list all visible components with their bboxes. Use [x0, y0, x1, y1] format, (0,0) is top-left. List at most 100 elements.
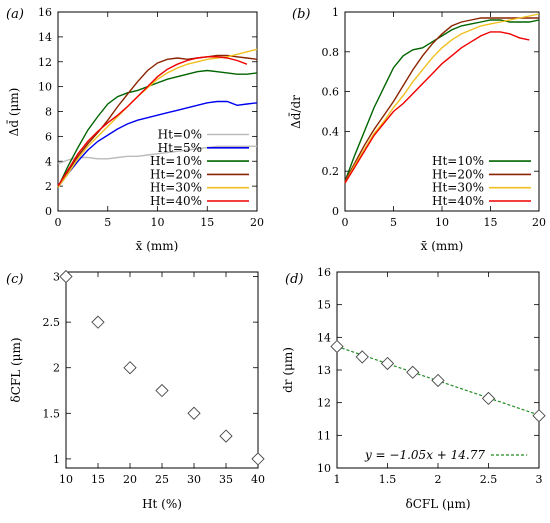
y-tick-label: 0 — [45, 205, 52, 218]
y-tick-label: 14 — [38, 31, 52, 44]
x-tick-label: 2 — [435, 473, 442, 486]
x-tick-label: 2.5 — [480, 473, 498, 486]
legend-label: Ht=10% — [432, 154, 484, 168]
x-tick-label: 10 — [59, 473, 73, 486]
data-point — [330, 339, 344, 354]
x-tick-label: 1.5 — [379, 473, 397, 486]
fit-equation: y = −1.05x + 14.77 — [364, 448, 485, 462]
y-tick-label: 11 — [317, 429, 331, 442]
x-axis-label: x̄ (mm) — [136, 239, 179, 253]
x-tick-label: 15 — [200, 216, 214, 229]
y-tick-label: 0.6 — [322, 86, 340, 99]
y-tick-label: 15 — [317, 299, 331, 312]
series-line — [57, 56, 248, 187]
series-line — [344, 13, 540, 184]
plot-frame — [336, 271, 540, 469]
data-point — [355, 350, 369, 364]
y-tick-label: 16 — [317, 266, 331, 279]
data-point — [123, 361, 137, 375]
y-tick-label: 2 — [45, 180, 52, 193]
y-tick-label: 1 — [53, 453, 60, 466]
panel-label: (c) — [6, 272, 23, 287]
x-tick-label: 0 — [55, 216, 62, 229]
y-axis-label: δCFL (μm) — [9, 337, 23, 402]
panel-label: (b) — [292, 7, 310, 22]
y-tick-label: 10 — [317, 462, 331, 475]
x-tick-label: 5 — [104, 216, 111, 229]
chart-panel-4: 1 1.5 2 2.5 3 10 11 12 13 14 15 16 (d) δCFL (μm) dr (μ… — [281, 266, 546, 511]
chart-panel-3: 10 15 20 25 30 35 40 1 1.5 2 2.5 3 (c) Ht (%) δCFL (μm… — [6, 269, 265, 511]
y-axis-label: dr (μm) — [281, 347, 295, 393]
panel-label: (d) — [285, 272, 303, 287]
y-tick-label: 0 — [332, 205, 339, 218]
y-tick-label: 12 — [317, 397, 331, 410]
panel-label: (a) — [6, 7, 24, 22]
chart-panel-2: 0 5 10 15 20 0 0.2 0.4 0.6 0.8 1 (b) x̄ (mm) Δd̄/dr Ht… — [287, 6, 546, 253]
legend-label: Ht=10% — [150, 154, 202, 168]
x-tick-label: 15 — [91, 473, 105, 486]
x-tick-label: 40 — [251, 473, 265, 486]
x-tick-label: 20 — [250, 216, 264, 229]
y-tick-label: 0.8 — [322, 46, 340, 59]
x-tick-label: 3 — [536, 473, 543, 486]
data-point — [481, 391, 496, 406]
x-axis-label: Ht (%) — [142, 497, 182, 511]
x-tick-label: 10 — [151, 216, 165, 229]
y-tick-label: 8 — [45, 106, 52, 119]
data-point — [187, 406, 201, 420]
y-tick-label: 16 — [38, 6, 52, 19]
data-point — [406, 365, 420, 379]
y-tick-label: 0.2 — [322, 165, 340, 178]
y-tick-label: 3 — [53, 271, 60, 284]
data-point — [59, 269, 73, 284]
y-tick-label: 2.5 — [43, 316, 61, 329]
x-tick-label: 0 — [342, 216, 349, 229]
series-line — [57, 145, 257, 165]
y-tick-label: 6 — [45, 130, 52, 143]
y-tick-label: 10 — [38, 81, 52, 94]
data-point — [251, 452, 265, 466]
data-point — [431, 373, 445, 388]
y-tick-label: 12 — [38, 56, 52, 69]
data-point — [532, 409, 546, 423]
y-tick-label: 1.5 — [43, 407, 61, 420]
y-tick-label: 14 — [317, 331, 331, 344]
x-tick-label: 5 — [390, 216, 397, 229]
data-point — [219, 429, 233, 443]
legend-label: Ht=0% — [158, 128, 202, 142]
x-tick-label: 20 — [123, 473, 137, 486]
x-axis-label: δCFL (μm) — [405, 497, 470, 511]
data-point — [91, 315, 105, 329]
legend-label: Ht=40% — [432, 194, 484, 208]
y-tick-label: 0.4 — [322, 125, 340, 138]
series-line — [344, 31, 530, 184]
y-tick-label: 4 — [45, 155, 52, 168]
y-tick-label: 2 — [53, 362, 60, 375]
data-point — [155, 383, 169, 398]
legend-label: Ht=20% — [432, 167, 484, 181]
x-tick-label: 20 — [532, 216, 546, 229]
legend-label: Ht=30% — [432, 181, 484, 195]
y-tick-label: 1 — [332, 6, 339, 19]
legend-label: Ht=40% — [150, 194, 202, 208]
legend-label: Ht=5% — [158, 141, 202, 155]
y-axis-label: Δd̄ (μm) — [5, 88, 21, 137]
series-line — [344, 17, 539, 182]
x-tick-label: 30 — [187, 473, 201, 486]
series-line — [57, 69, 258, 188]
legend-label: Ht=20% — [150, 167, 202, 181]
x-tick-label: 25 — [155, 473, 169, 486]
x-axis-label: x̄ (mm) — [421, 239, 464, 253]
x-tick-label: 10 — [435, 216, 449, 229]
x-tick-label: 15 — [484, 216, 498, 229]
legend-label: Ht=30% — [150, 181, 202, 195]
x-tick-label: 1 — [334, 473, 341, 486]
x-tick-label: 35 — [219, 473, 233, 486]
chart-panel-1: 0 5 10 15 20 0 2 4 6 8 10 12 14 16 (a) x̄ (mm) Δd̄ (μm) H… — [5, 6, 264, 253]
series-line — [57, 54, 258, 187]
y-tick-label: 13 — [317, 364, 331, 377]
data-point — [380, 356, 395, 371]
y-axis-label: Δd̄/dr — [287, 95, 303, 129]
series-line — [57, 100, 258, 188]
